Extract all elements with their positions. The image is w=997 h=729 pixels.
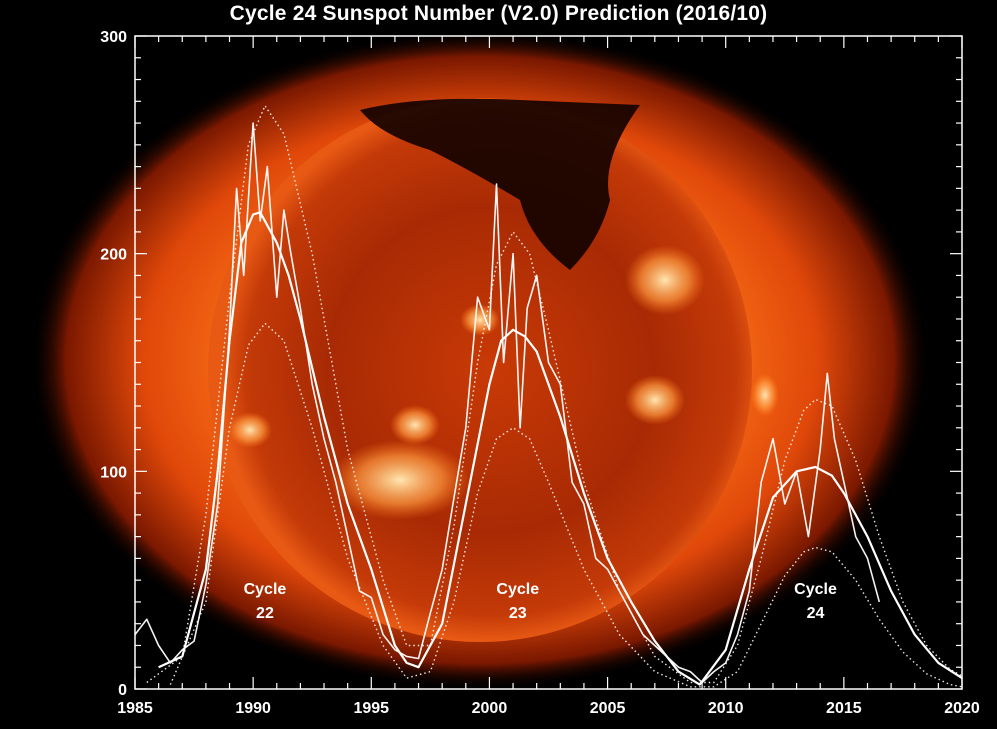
x-tick-label: 2000 (472, 700, 508, 717)
x-tick-label: 1995 (353, 700, 389, 717)
coronal-hole (360, 98, 640, 270)
active-region (625, 245, 705, 315)
cycle-label-number: 24 (806, 604, 825, 622)
cycle-label-word: Cycle (496, 580, 540, 598)
lower-envelope-line (169, 322, 963, 688)
solar-disk (208, 98, 752, 642)
x-tick-label: 2015 (826, 700, 862, 717)
active-region (228, 412, 272, 448)
y-tick-label: 300 (100, 29, 127, 46)
cycle-label-number: 22 (256, 604, 274, 622)
upper-envelope-line (146, 104, 963, 684)
cycle-label-number: 23 (508, 604, 527, 622)
smoothed-sunspot-line (158, 211, 963, 686)
x-tick-label: 1985 (117, 700, 153, 717)
cycle-label: Cycle 22 (225, 578, 305, 626)
cycle-label: Cycle 24 (776, 578, 856, 626)
active-region (330, 440, 470, 520)
active-region (625, 375, 685, 425)
y-tick-label: 0 (118, 682, 127, 699)
x-tick-label: 2010 (708, 700, 744, 717)
active-region (751, 373, 779, 417)
data-series (134, 104, 963, 688)
axis-tick-labels: 1985 1990 1995 2000 2005 2010 2015 2020 0 100 200 3… (100, 29, 980, 717)
active-region (390, 405, 440, 445)
x-tick-label: 2005 (590, 700, 626, 717)
cycle-label-word: Cycle (794, 580, 837, 598)
y-tick-label: 100 (100, 464, 127, 481)
cycle-label: Cycle 23 (478, 578, 558, 626)
x-tick-label: 2020 (944, 700, 980, 717)
y-tick-label: 200 (100, 247, 127, 264)
x-tick-label: 1990 (235, 700, 271, 717)
axis-ticks (134, 35, 963, 690)
monthly-sunspot-line (134, 122, 881, 684)
chart-title: Cycle 24 Sunspot Number (V2.0) Predictio… (229, 2, 768, 25)
cycle-label-word: Cycle (243, 580, 287, 598)
active-region (460, 304, 500, 336)
